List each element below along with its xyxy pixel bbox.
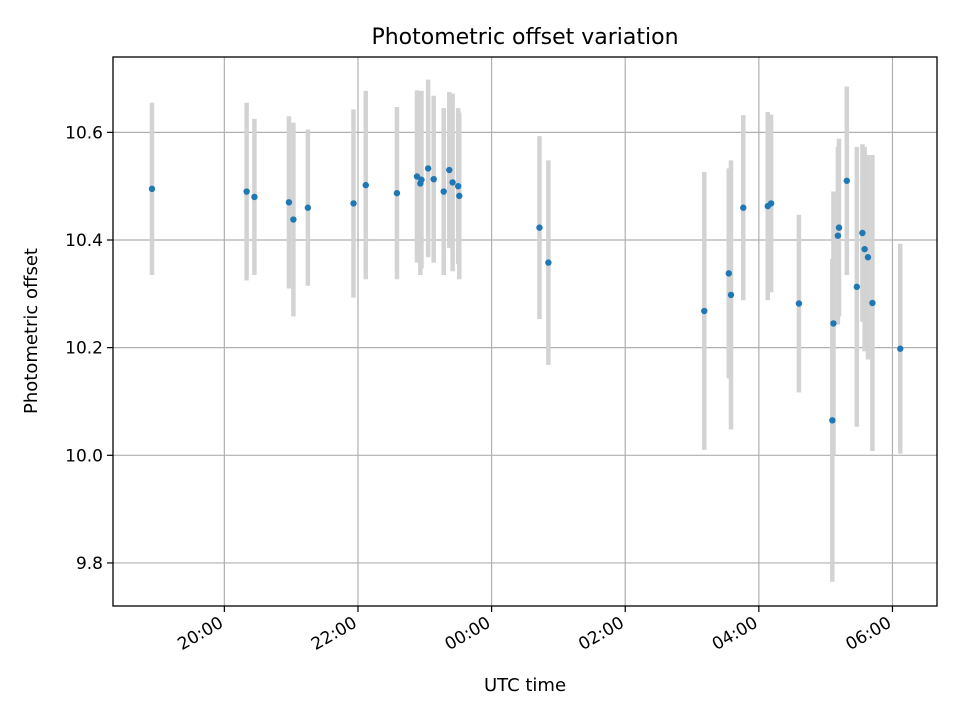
y-tick-label: 9.8 [76,554,103,574]
data-point [864,254,872,261]
grid [113,57,937,606]
x-tick-label: 22:00 [308,613,360,655]
data-point [727,291,735,299]
x-axis-ticks: 20:00 22:00 00:00 02:00 04:00 06:00 [174,606,895,655]
data-point [304,204,312,211]
y-axis-label: Photometric offset [21,248,42,414]
error-bars [149,79,903,582]
y-tick-label: 10.4 [65,231,103,251]
data-point [843,177,851,184]
data-point [859,229,866,237]
data-point [456,192,463,200]
data-point [767,200,775,207]
x-tick-label: 20:00 [174,613,226,655]
data-point [440,188,447,195]
data-point [449,179,456,186]
y-tick-label: 10.0 [65,446,103,466]
data-point [148,185,156,193]
y-tick-label: 10.6 [65,123,103,143]
data-point [834,232,842,239]
data-point [861,245,868,253]
data-point [725,270,732,277]
data-point [536,224,543,231]
data-point [545,259,552,266]
x-tick-label: 00:00 [442,613,494,655]
data-point [795,300,803,307]
data-point [251,193,258,201]
y-axis-ticks: 9.8 10.0 10.2 10.4 10.6 [65,123,113,574]
data-points [148,165,904,424]
data-point [430,175,437,183]
data-point [243,188,250,195]
data-point [454,182,462,190]
plot-frame [112,56,938,607]
data-point [424,165,432,172]
data-point [853,283,861,291]
data-point [446,166,453,174]
data-point [285,199,293,206]
data-point [869,299,876,307]
data-point [290,216,297,223]
data-point [393,189,401,197]
chart-title: Photometric offset variation [371,25,678,50]
data-point [829,417,836,424]
data-point [362,181,369,189]
data-point [418,176,425,183]
data-point [413,173,421,180]
data-point [740,204,747,211]
data-point [350,200,357,207]
data-point [701,307,708,315]
data-point [835,224,843,231]
x-tick-label: 06:00 [843,613,895,655]
data-point [897,345,904,352]
x-tick-label: 02:00 [575,613,627,655]
x-axis-label: UTC time [484,675,566,696]
y-tick-label: 10.2 [65,339,103,359]
x-tick-label: 04:00 [709,613,761,655]
data-point [830,320,837,327]
